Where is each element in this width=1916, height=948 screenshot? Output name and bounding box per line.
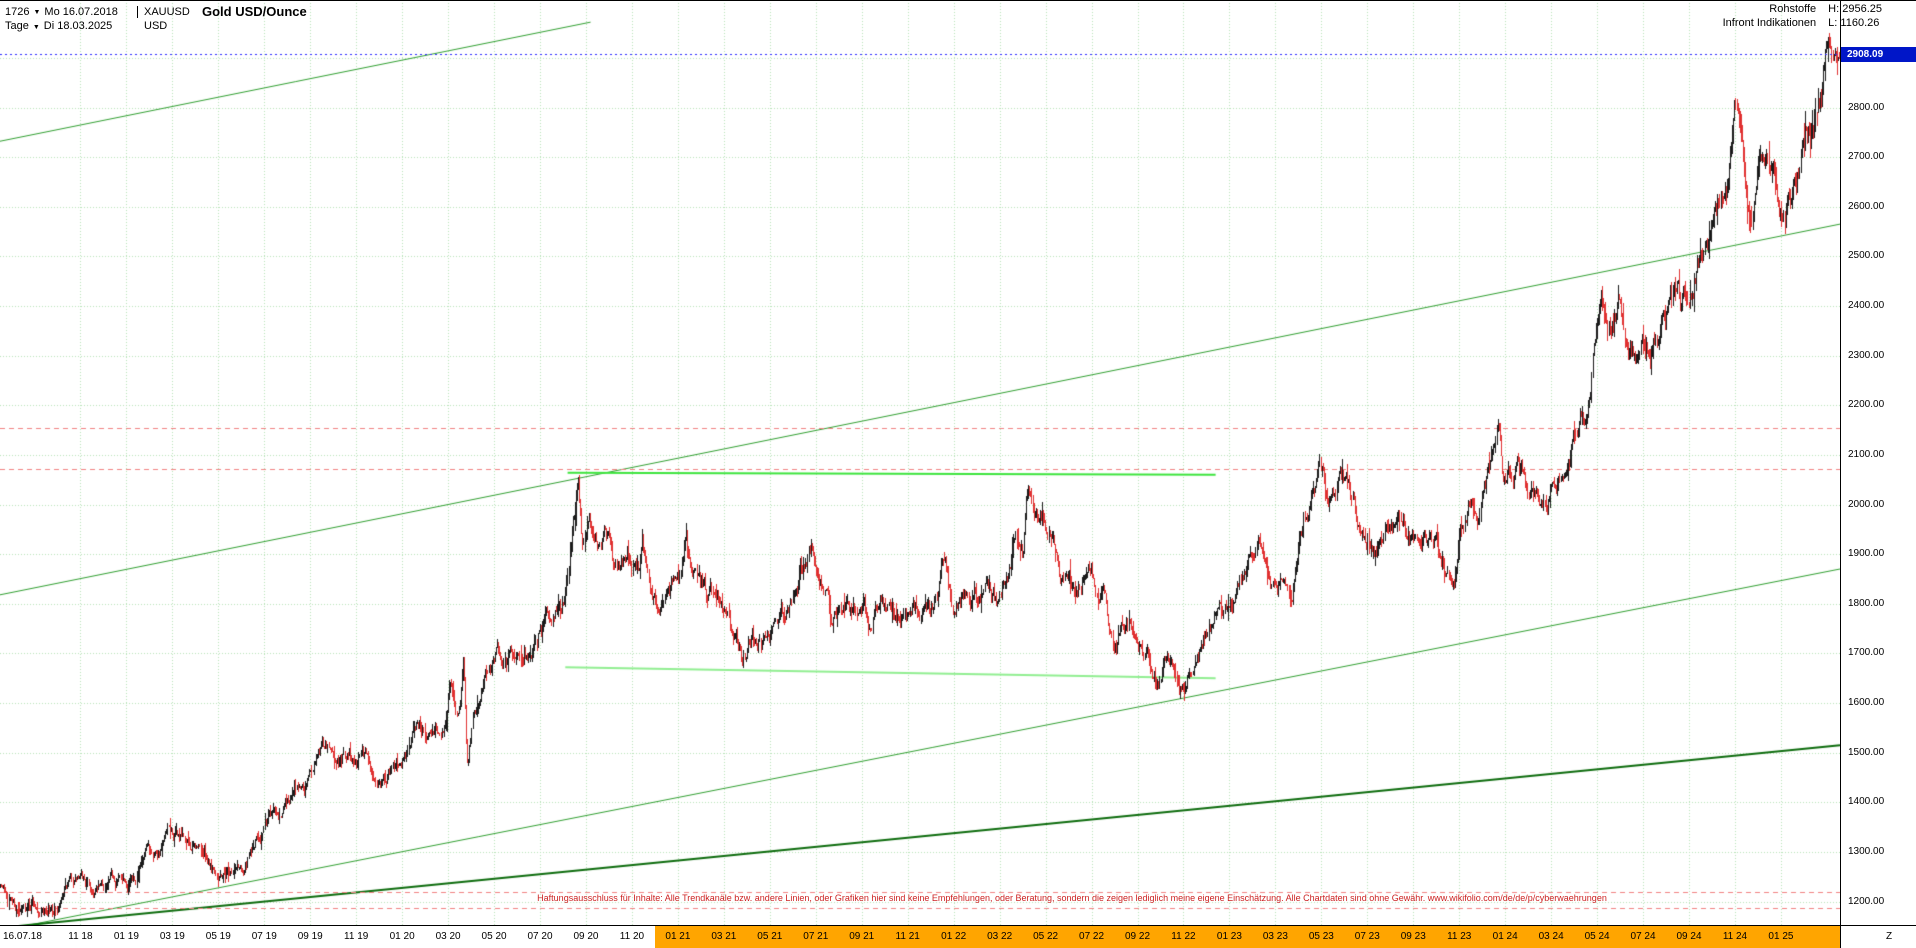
x-tick-label: 11 19	[344, 931, 369, 942]
high-label: H:	[1828, 3, 1840, 15]
x-first-label: 16.07.18	[3, 931, 42, 942]
price-tick-label: 2400.00	[1848, 300, 1885, 311]
price-tick-label: 2200.00	[1848, 399, 1885, 411]
x-tick-label: 11 21	[895, 931, 920, 942]
price-tick-label: 1800.00	[1848, 597, 1885, 609]
instrument-currency: USD	[144, 20, 168, 32]
x-tick-label: 03 19	[159, 931, 185, 942]
x-tick-label: 07 24	[1630, 931, 1656, 942]
chevron-down-icon: ▼	[32, 23, 40, 31]
current-price-badge: 2908.09	[1841, 46, 1916, 62]
session-high: H: 2956.25	[1828, 3, 1882, 15]
low-value: 1160.26	[1840, 17, 1880, 29]
zoom-button[interactable]: Z	[1886, 931, 1893, 942]
header-divider	[137, 5, 138, 18]
chevron-down-icon: ▼	[33, 9, 41, 16]
price-tick-label: 2700.00	[1848, 151, 1885, 163]
top-border	[0, 0, 1916, 1]
x-tick-label: 07 23	[1354, 931, 1380, 942]
price-tick-label: 2100.00	[1848, 448, 1885, 460]
x-tick-label: 07 22	[1079, 931, 1105, 942]
period-label: Tage	[5, 20, 29, 32]
x-tick-label: 03 21	[711, 931, 737, 942]
period-dropdown[interactable]: Tage ▼ Di 18.03.2025	[5, 20, 137, 32]
time-axis-highlight	[654, 926, 1840, 948]
price-tick-label: 1200.00	[1848, 895, 1885, 907]
feed-source-label: Infront Indikationen	[1722, 17, 1817, 29]
feed-info: Rohstoffe H: 2956.25 Infront Indikatione…	[1723, 3, 1882, 29]
high-value: 2956.25	[1842, 3, 1882, 15]
instrument-symbol: XAUUSD	[144, 5, 190, 18]
x-tick-label: 11 23	[1447, 931, 1472, 942]
x-tick-label: 09 20	[573, 931, 599, 942]
x-tick-label: 05 20	[481, 931, 507, 942]
chart-start-date: Mo 16.07.2018	[44, 5, 118, 18]
header-divider-spacer	[137, 20, 138, 32]
x-tick-label: 07 19	[251, 931, 277, 942]
x-tick-label: 01 20	[389, 931, 415, 942]
x-tick-label: 01 25	[1768, 931, 1794, 942]
x-tick-label: 03 22	[987, 931, 1013, 942]
price-tick-label: 1300.00	[1848, 845, 1885, 857]
header-row-1: 1726 ▼ Mo 16.07.2018 XAUUSD Gold USD/Oun…	[5, 4, 307, 19]
x-tick-label: 05 19	[205, 931, 231, 942]
x-tick-label: 01 24	[1492, 931, 1518, 942]
x-tick-label: 05 22	[1033, 931, 1059, 942]
x-tick-label: 05 23	[1308, 931, 1334, 942]
header-row-2: Tage ▼ Di 18.03.2025 USD	[5, 20, 198, 32]
x-tick-label: 09 21	[849, 931, 875, 942]
x-tick-label: 07 20	[527, 931, 553, 942]
x-tick-label: 11 22	[1171, 931, 1196, 942]
low-label: L:	[1828, 17, 1838, 29]
price-tick-label: 1600.00	[1848, 697, 1885, 708]
x-tick-label: 03 24	[1538, 931, 1564, 942]
axis-divider-line	[1840, 0, 1841, 948]
x-tick-label: 01 19	[113, 931, 139, 942]
disclaimer-text: Haftungsausschluss für Inhalte: Alle Tre…	[537, 893, 1607, 903]
x-tick-label: 11 24	[1722, 931, 1748, 942]
time-axis[interactable]: 16.07.18 Z 11 18 01 19 03 19 05 19 07 19 09 1…	[0, 925, 1916, 948]
x-tick-label: 11 20	[619, 931, 645, 942]
price-tick-label: 2300.00	[1848, 349, 1885, 361]
x-tick-label: 01 22	[941, 931, 967, 942]
x-tick-label: 03 23	[1262, 931, 1288, 942]
price-tick-label: 1900.00	[1848, 548, 1885, 560]
chart-end-date: Di 18.03.2025	[43, 20, 113, 32]
x-tick-label: 11 18	[68, 931, 93, 942]
session-low: L: 1160.26	[1828, 17, 1882, 29]
x-tick-label: 03 20	[435, 931, 461, 942]
x-tick-label: 09 19	[297, 931, 323, 942]
instrument-title: Gold USD/Ounce	[202, 4, 307, 19]
price-tick-label: 1400.00	[1848, 796, 1885, 808]
x-tick-label: 05 24	[1584, 931, 1610, 942]
bar-count-dropdown[interactable]: 1726 ▼ Mo 16.07.2018	[5, 6, 137, 18]
x-tick-label: 05 21	[757, 931, 783, 942]
x-tick-label: 09 24	[1676, 931, 1702, 942]
x-tick-label: 01 21	[665, 931, 691, 942]
price-tick-label: 1500.00	[1848, 746, 1885, 758]
price-tick-label: 2000.00	[1848, 498, 1885, 510]
price-chart-canvas[interactable]	[0, 0, 1840, 925]
x-tick-label: 09 22	[1124, 931, 1151, 942]
x-tick-label: 07 21	[803, 931, 829, 942]
price-tick-label: 2600.00	[1848, 200, 1885, 212]
feed-category-label: Rohstoffe	[1769, 3, 1817, 15]
price-tick-label: 2800.00	[1848, 101, 1885, 113]
price-tick-label: 2500.00	[1848, 250, 1885, 262]
x-tick-label: 01 23	[1216, 931, 1242, 942]
price-tick-label: 1700.00	[1848, 647, 1885, 659]
bar-count: 1726	[5, 5, 30, 18]
x-tick-label: 09 23	[1400, 931, 1426, 942]
price-axis[interactable]: 2908.09 2800.00 2700.00 2600.00 2500.00 2400…	[1841, 0, 1916, 925]
